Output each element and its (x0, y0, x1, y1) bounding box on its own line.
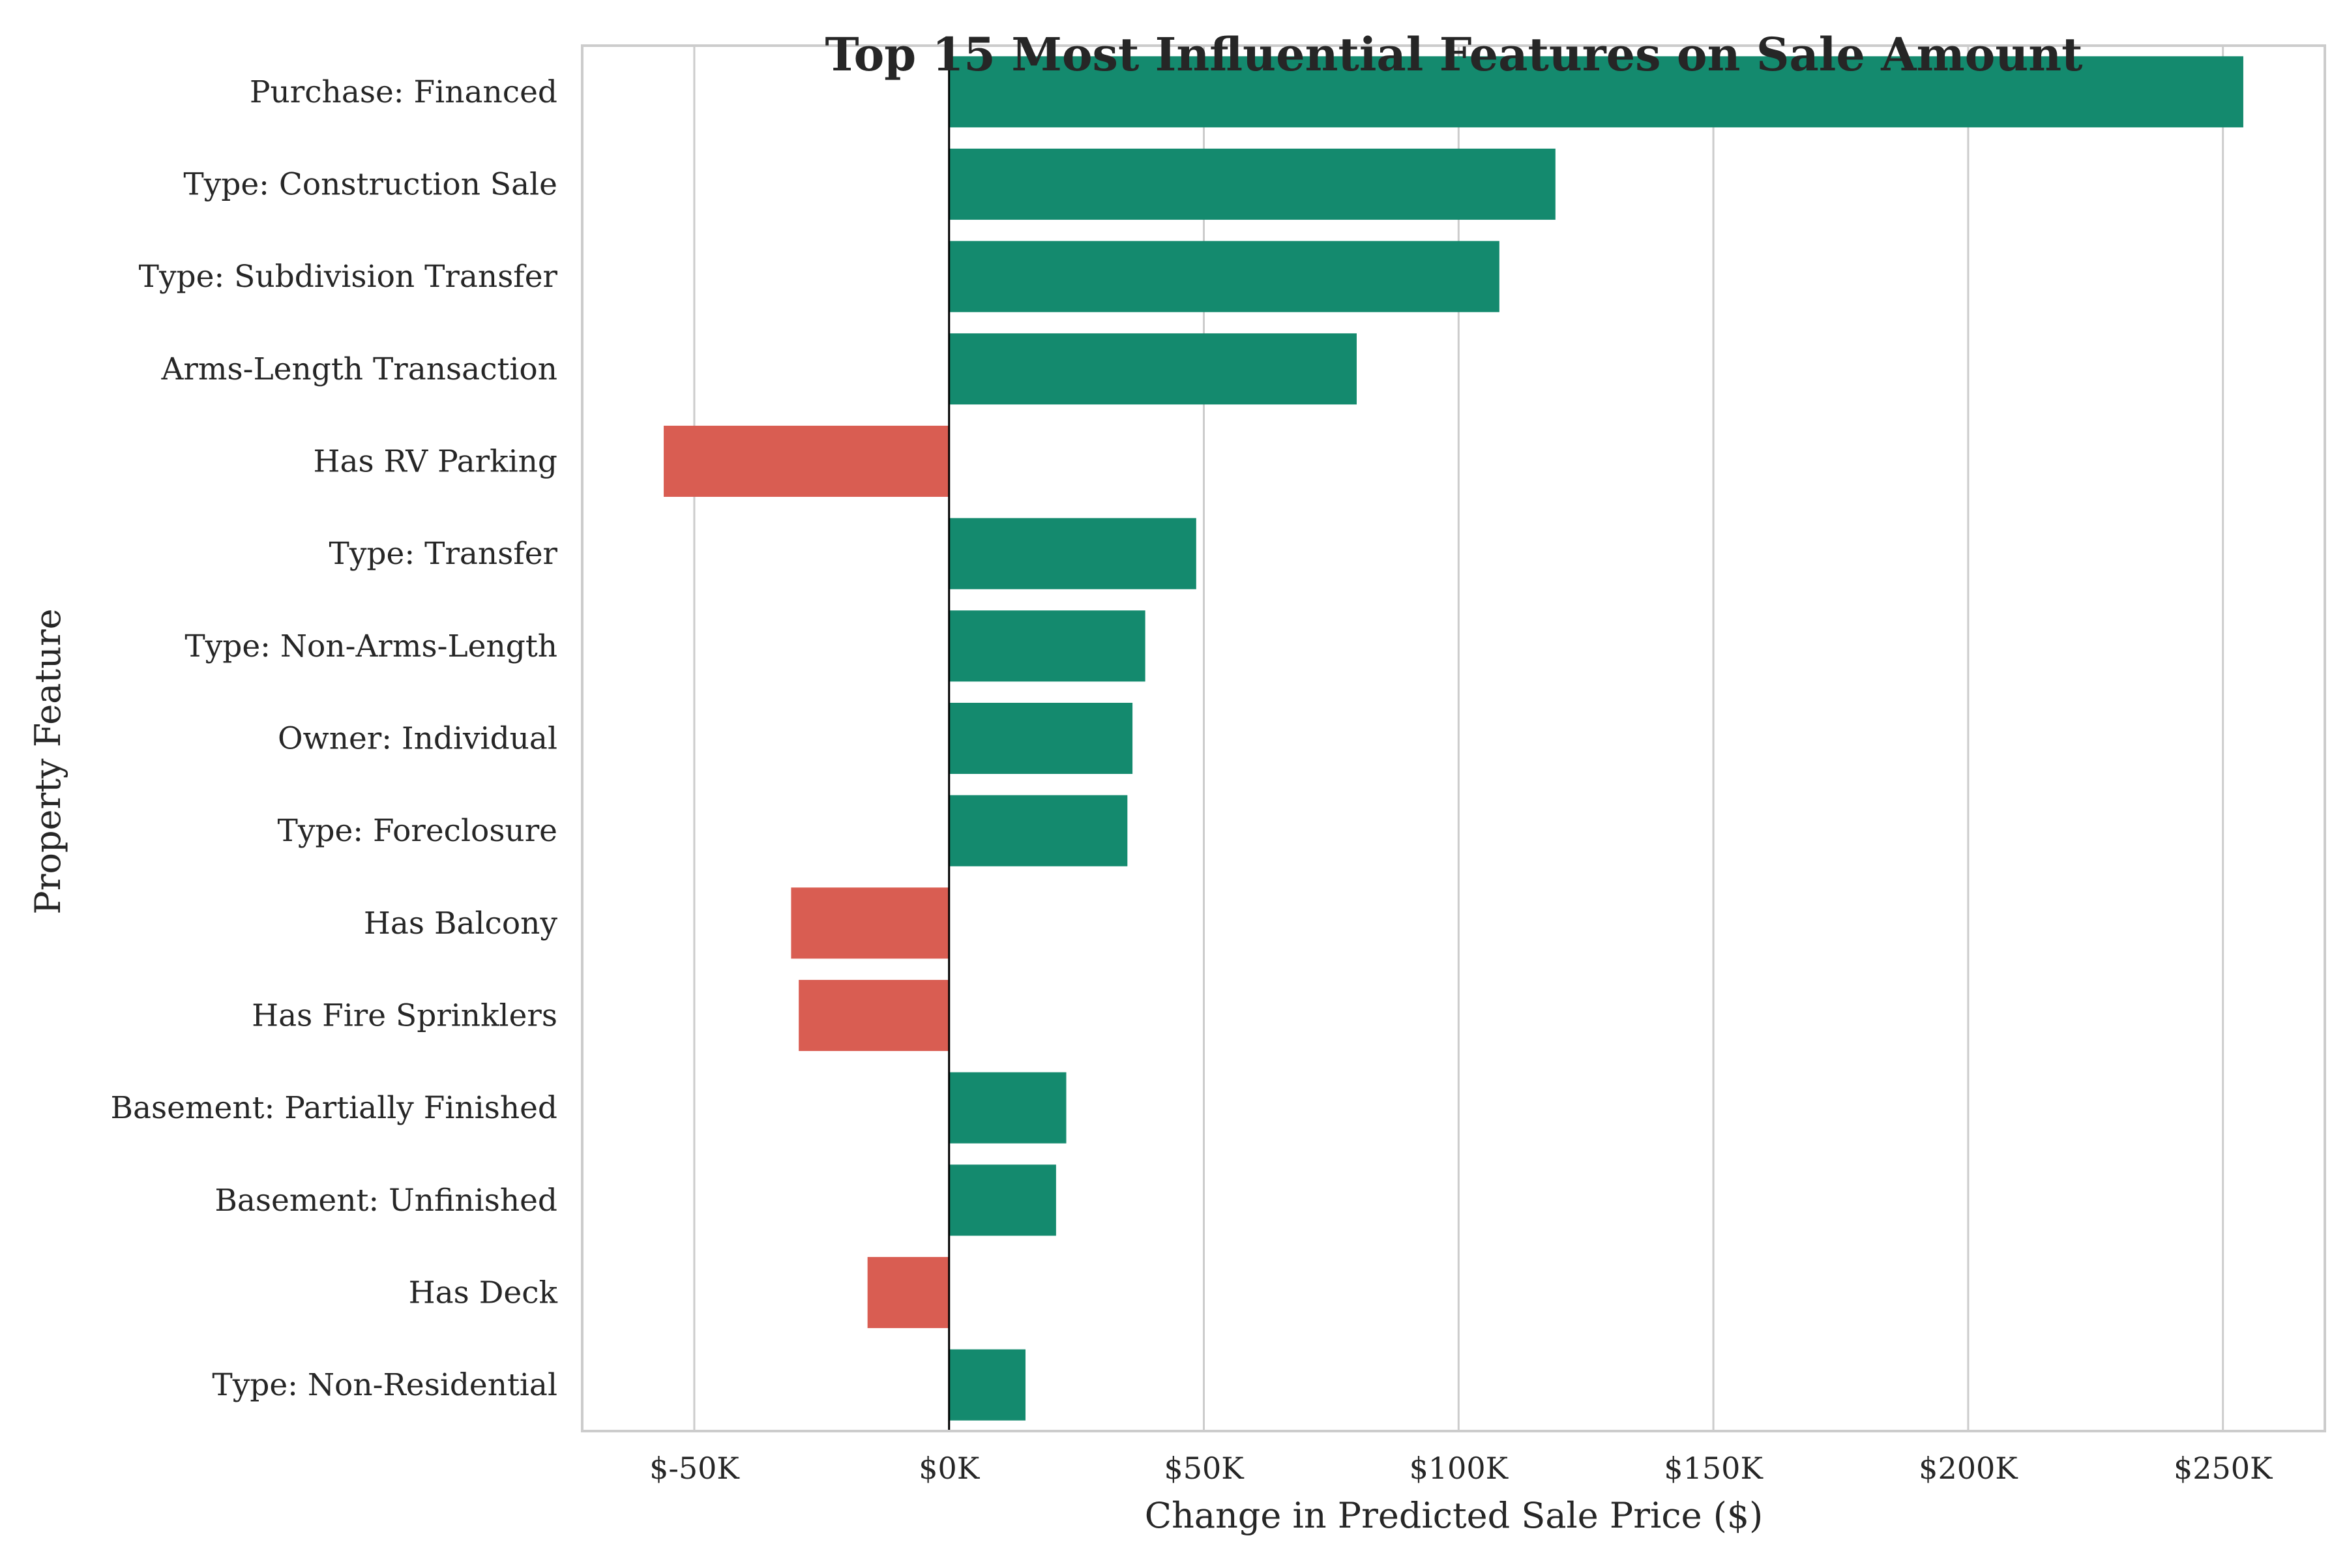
bar (949, 56, 2243, 128)
category-label: Type: Non-Residential (212, 1367, 557, 1403)
bar (949, 518, 1196, 589)
category-label: Type: Construction Sale (183, 167, 557, 203)
bar (791, 887, 949, 959)
bars (664, 56, 2243, 1421)
category-label: Owner: Individual (278, 721, 557, 757)
bar (949, 610, 1145, 682)
x-tick-label: $200K (1919, 1451, 2018, 1486)
chart-title: Top 15 Most Influential Features on Sale… (825, 27, 2083, 81)
category-label: Type: Transfer (329, 536, 558, 572)
x-tick-labels: $-50K $0K $50K $100K $150K $200K $250K (649, 1451, 2273, 1486)
bar (949, 1072, 1067, 1144)
bar (949, 241, 1499, 312)
category-label: Arms-Length Transaction (160, 351, 557, 387)
category-label: Basement: Unfinished (214, 1183, 557, 1219)
category-label: Type: Non-Arms-Length (185, 629, 557, 664)
category-label: Has Fire Sprinklers (252, 998, 557, 1034)
category-label: Basement: Partially Finished (110, 1090, 557, 1126)
category-label: Has Balcony (364, 906, 558, 941)
x-axis-label: Change in Predicted Sale Price ($) (1145, 1495, 1763, 1536)
bar (949, 333, 1357, 405)
x-tick-label: $150K (1664, 1451, 1764, 1486)
bar (949, 1164, 1056, 1236)
plot-frame (581, 44, 2326, 1432)
bar (949, 702, 1133, 775)
y-axis-label: Property Feature (27, 608, 68, 914)
x-tick-label: $100K (1410, 1451, 1509, 1486)
category-label: Type: Subdivision Transfer (139, 259, 558, 295)
bar (799, 979, 949, 1052)
bar (664, 425, 949, 497)
bar (949, 795, 1128, 866)
category-label: Has Deck (409, 1275, 558, 1311)
bar (949, 1349, 1026, 1421)
x-tick-label: $250K (2174, 1451, 2273, 1486)
bar (949, 148, 1556, 220)
category-label: Type: Foreclosure (277, 813, 557, 849)
bar (867, 1256, 949, 1329)
x-tick-label: $50K (1164, 1451, 1245, 1486)
x-tick-label: $-50K (649, 1451, 740, 1486)
category-label: Has RV Parking (313, 444, 557, 480)
category-labels: Purchase: Financed Type: Construction Sal… (110, 74, 557, 1403)
category-label: Purchase: Financed (250, 74, 557, 110)
x-tick-label: $0K (919, 1451, 981, 1486)
